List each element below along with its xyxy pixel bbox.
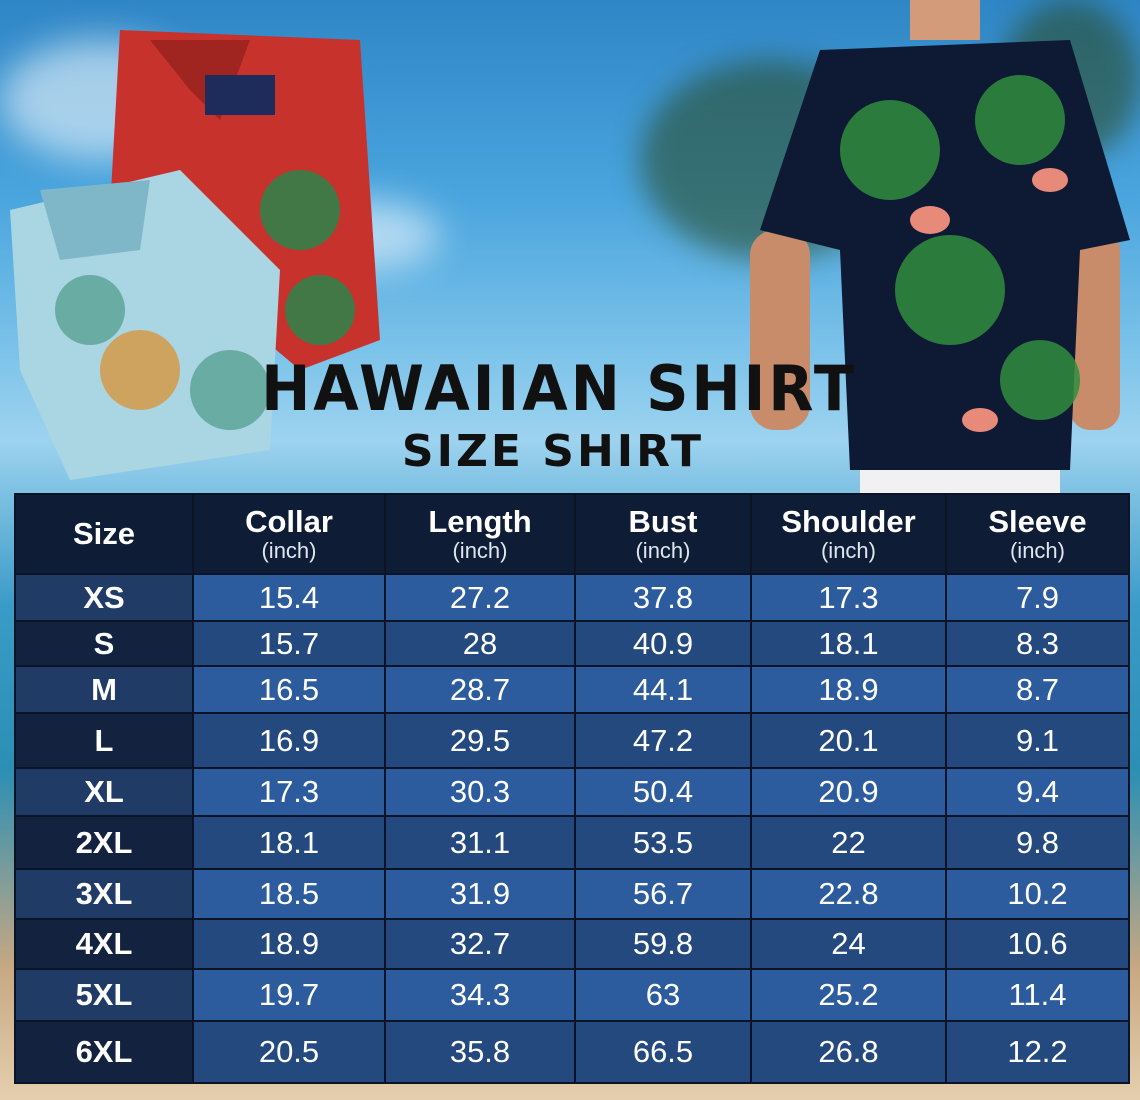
- size-cell: S: [14, 620, 194, 667]
- column-header-size: Size: [14, 493, 194, 575]
- table-row: 3XL 18.5 31.9 56.7 22.8 10.2: [14, 868, 1130, 920]
- page-subtitle: SIZE SHIRT: [401, 426, 705, 477]
- measurement-cell: 17.3: [192, 767, 386, 817]
- measurement-cell: 20.9: [750, 767, 947, 817]
- column-label: Size: [72, 515, 136, 551]
- measurement-cell: 20.1: [750, 712, 947, 769]
- size-cell: 6XL: [14, 1020, 194, 1084]
- measurement-cell: 8.7: [945, 665, 1130, 714]
- measurement-cell: 28.7: [384, 665, 576, 714]
- size-cell: 3XL: [14, 868, 194, 920]
- measurement-cell: 10.2: [945, 868, 1130, 920]
- measurement-cell: 8.3: [945, 620, 1130, 667]
- measurement-cell: 16.5: [192, 665, 386, 714]
- measurement-cell: 37.8: [574, 573, 752, 622]
- measurement-cell: 25.2: [750, 968, 947, 1022]
- measurement-cell: 26.8: [750, 1020, 947, 1084]
- measurement-cell: 15.4: [192, 573, 386, 622]
- measurement-cell: 12.2: [945, 1020, 1130, 1084]
- column-label: Collar: [245, 504, 333, 540]
- measurement-cell: 27.2: [384, 573, 576, 622]
- measurement-cell: 18.1: [192, 815, 386, 870]
- size-cell: M: [14, 665, 194, 714]
- measurement-cell: 40.9: [574, 620, 752, 667]
- table-row: XS 15.4 27.2 37.8 17.3 7.9: [14, 573, 1130, 622]
- column-label: Sleeve: [988, 504, 1087, 540]
- column-unit: (inch): [261, 537, 317, 563]
- measurement-cell: 34.3: [384, 968, 576, 1022]
- measurement-cell: 28: [384, 620, 576, 667]
- measurement-cell: 18.5: [192, 868, 386, 920]
- measurement-cell: 18.1: [750, 620, 947, 667]
- measurement-cell: 18.9: [192, 918, 386, 970]
- size-table: Size Collar (inch) Length (inch) Bust (inch) Sh…: [14, 493, 1130, 1084]
- table-header-row: Size Collar (inch) Length (inch) Bust (inch) Sh…: [14, 493, 1130, 575]
- table-row: M 16.5 28.7 44.1 18.9 8.7: [14, 665, 1130, 714]
- column-unit: (inch): [820, 537, 876, 563]
- size-cell: 2XL: [14, 815, 194, 870]
- measurement-cell: 30.3: [384, 767, 576, 817]
- measurement-cell: 17.3: [750, 573, 947, 622]
- measurement-cell: 31.9: [384, 868, 576, 920]
- measurement-cell: 35.8: [384, 1020, 576, 1084]
- measurement-cell: 22: [750, 815, 947, 870]
- measurement-cell: 29.5: [384, 712, 576, 769]
- column-header-sleeve: Sleeve (inch): [945, 493, 1130, 575]
- table-row: XL 17.3 30.3 50.4 20.9 9.4: [14, 767, 1130, 817]
- column-unit: (inch): [452, 537, 508, 563]
- measurement-cell: 7.9: [945, 573, 1130, 622]
- measurement-cell: 19.7: [192, 968, 386, 1022]
- column-header-length: Length (inch): [384, 493, 576, 575]
- measurement-cell: 31.1: [384, 815, 576, 870]
- size-cell: XL: [14, 767, 194, 817]
- measurement-cell: 16.9: [192, 712, 386, 769]
- table-row: 2XL 18.1 31.1 53.5 22 9.8: [14, 815, 1130, 870]
- measurement-cell: 66.5: [574, 1020, 752, 1084]
- measurement-cell: 50.4: [574, 767, 752, 817]
- column-label: Shoulder: [781, 504, 916, 540]
- measurement-cell: 63: [574, 968, 752, 1022]
- column-header-collar: Collar (inch): [192, 493, 386, 575]
- measurement-cell: 9.8: [945, 815, 1130, 870]
- folded-shirts-image: [10, 30, 380, 480]
- measurement-cell: 44.1: [574, 665, 752, 714]
- measurement-cell: 56.7: [574, 868, 752, 920]
- column-unit: (inch): [1009, 537, 1065, 563]
- measurement-cell: 53.5: [574, 815, 752, 870]
- measurement-cell: 20.5: [192, 1020, 386, 1084]
- measurement-cell: 47.2: [574, 712, 752, 769]
- measurement-cell: 10.6: [945, 918, 1130, 970]
- size-cell: L: [14, 712, 194, 769]
- measurement-cell: 11.4: [945, 968, 1130, 1022]
- measurement-cell: 18.9: [750, 665, 947, 714]
- measurement-cell: 59.8: [574, 918, 752, 970]
- measurement-cell: 32.7: [384, 918, 576, 970]
- column-label: Bust: [628, 504, 698, 540]
- table-row: 5XL 19.7 34.3 63 25.2 11.4: [14, 968, 1130, 1022]
- measurement-cell: 15.7: [192, 620, 386, 667]
- size-cell: 4XL: [14, 918, 194, 970]
- table-row: 6XL 20.5 35.8 66.5 26.8 12.2: [14, 1020, 1130, 1084]
- page-title: HAWAIIAN SHIRT: [261, 352, 857, 425]
- column-header-bust: Bust (inch): [574, 493, 752, 575]
- measurement-cell: 9.4: [945, 767, 1130, 817]
- column-unit: (inch): [635, 537, 691, 563]
- table-row: 4XL 18.9 32.7 59.8 24 10.6: [14, 918, 1130, 970]
- measurement-cell: 24: [750, 918, 947, 970]
- table-row: S 15.7 28 40.9 18.1 8.3: [14, 620, 1130, 667]
- size-cell: 5XL: [14, 968, 194, 1022]
- column-header-shoulder: Shoulder (inch): [750, 493, 947, 575]
- size-cell: XS: [14, 573, 194, 622]
- model-shirt-image: [750, 0, 1130, 495]
- measurement-cell: 22.8: [750, 868, 947, 920]
- column-label: Length: [428, 504, 532, 540]
- table-row: L 16.9 29.5 47.2 20.1 9.1: [14, 712, 1130, 769]
- measurement-cell: 9.1: [945, 712, 1130, 769]
